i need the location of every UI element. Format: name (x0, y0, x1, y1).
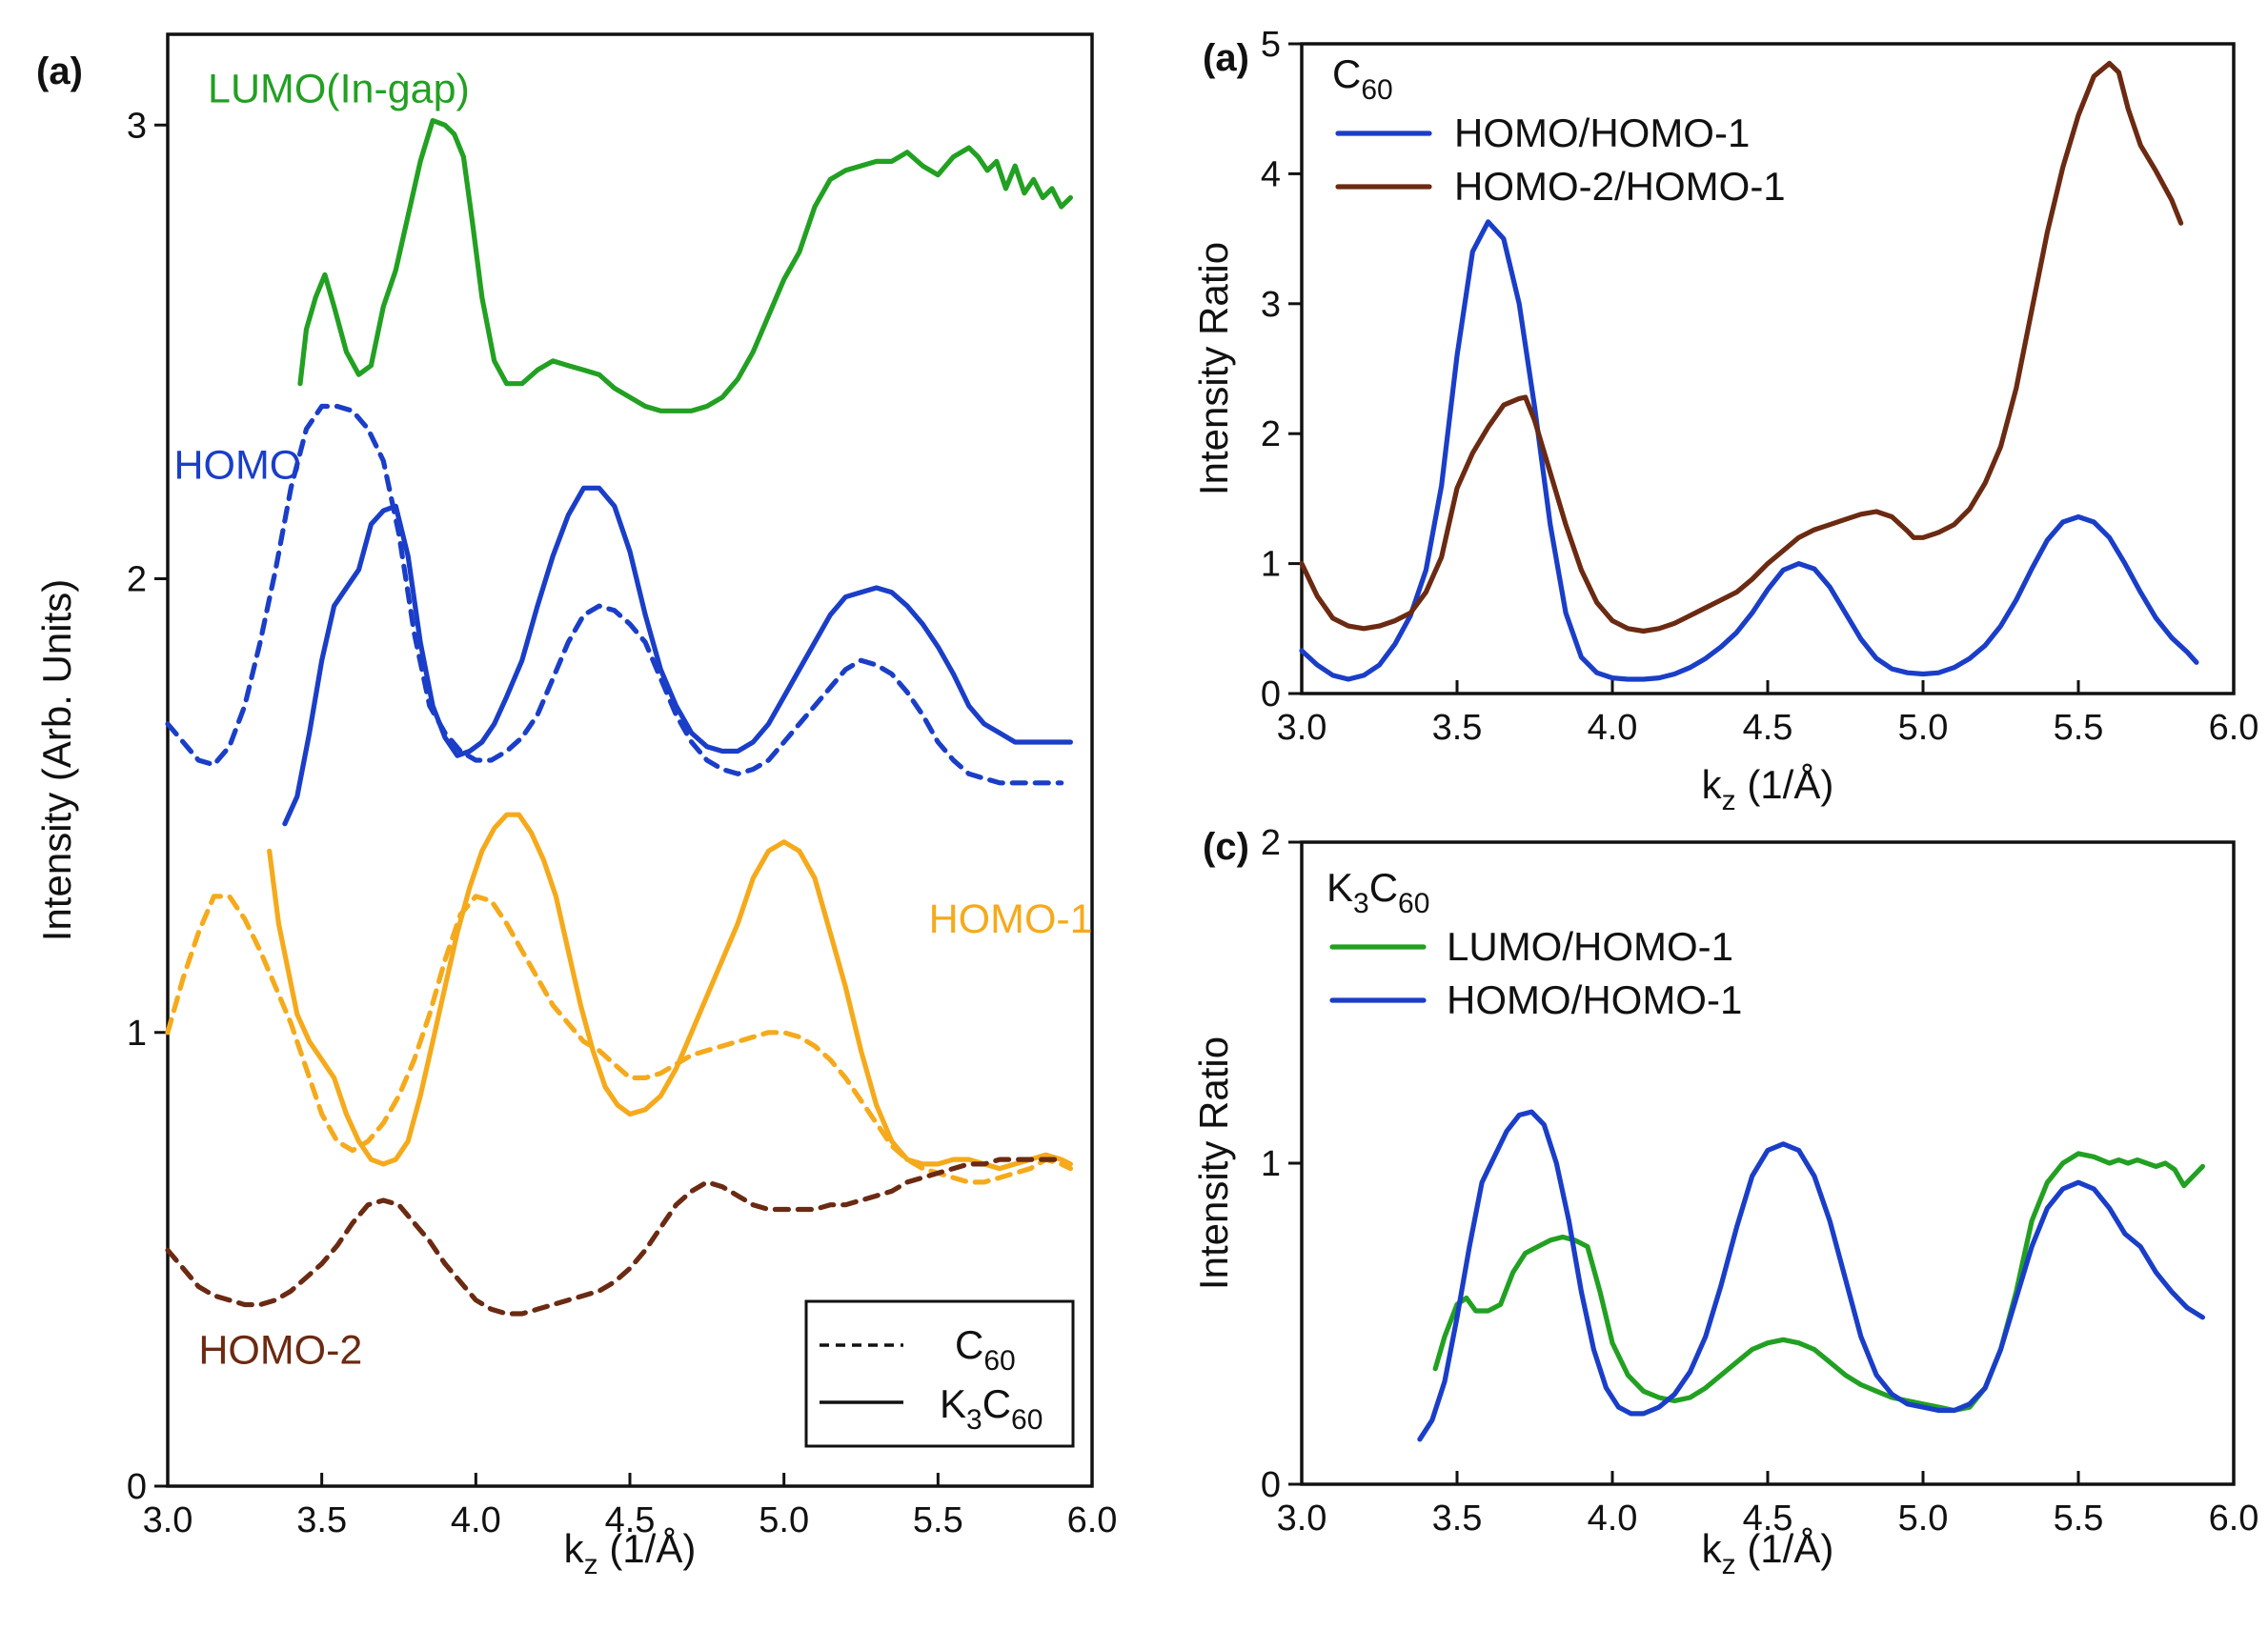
curve-label-homo-2: HOMO-2 (198, 1327, 362, 1373)
y-tick-label: 5 (1261, 25, 1281, 65)
y-tick-label: 2 (127, 560, 147, 600)
panel-bottom-right-material-label: K3C60 (1326, 865, 1429, 919)
panel-top-right-letter: (a) (1203, 37, 1249, 79)
panel-top-right-y-axis-title: Intensity Ratio (1191, 242, 1236, 495)
y-tick-label: 2 (1261, 823, 1281, 863)
panel-left-intensity: (a) Intensity (Arb. Units) kz (1/Å) 3.0 3… (34, 32, 1118, 1580)
panel-left-x-axis-title: kz (1/Å) (564, 1526, 697, 1580)
panel-top-right-material-label: C60 (1332, 51, 1393, 106)
y-tick-label: 1 (1261, 545, 1281, 585)
x-tick-label: 4.5 (1743, 708, 1793, 748)
x-tick-label: 5.5 (2054, 1499, 2104, 1539)
legend-label-homo2-homo1: HOMO-2/HOMO-1 (1454, 164, 1786, 209)
panel-bottom-right-x-axis-title: kz (1/Å) (1702, 1526, 1834, 1580)
panel-bottom-right-letter: (c) (1203, 826, 1249, 868)
x-tick-label: 5.0 (759, 1500, 809, 1540)
series-line-homo-homo-1 (1417, 1109, 2205, 1442)
x-tick-label: 5.0 (1898, 1499, 1949, 1539)
panel-bottom-right-legend: LUMO/HOMO-1 HOMO/HOMO-1 (1329, 924, 1742, 1022)
series-line-homo-2-homo-1 (1299, 60, 2184, 634)
x-tick-label: 4.0 (1588, 1499, 1638, 1539)
x-tick-label: 3.5 (296, 1500, 347, 1540)
y-tick-label: 2 (1261, 414, 1281, 454)
series-line-lumo-homo-1 (1432, 1151, 2205, 1414)
x-tick-label: 3.0 (143, 1500, 193, 1540)
legend-entry-k3c60: K3C60 (940, 1381, 1043, 1436)
panel-left-legend-box (804, 1299, 1075, 1448)
series-line-homo-1-k3c60 (267, 812, 1074, 1172)
panel-top-right-frame (1300, 42, 2236, 695)
x-tick-label: 3.0 (1277, 708, 1327, 748)
panel-bottom-right-ticks: 3.0 3.5 4.0 4.5 5.0 5.5 6.0 0 1 2 (1261, 823, 2259, 1539)
panel-top-right-ticks: 3.0 3.5 4.0 4.5 5.0 5.5 6.0 0 1 2 3 4 5 (1261, 25, 2259, 748)
panel-bottom-right-y-axis-title: Intensity Ratio (1191, 1036, 1236, 1290)
x-tick-label: 5.5 (2054, 708, 2104, 748)
x-tick-label: 4.0 (451, 1500, 501, 1540)
panel-left-series (165, 117, 1074, 1317)
panel-bottom-right-series (1417, 1109, 2205, 1442)
x-tick-label: 6.0 (1067, 1500, 1118, 1540)
x-tick-label: 4.5 (1743, 1499, 1793, 1539)
y-tick-label: 4 (1261, 154, 1281, 194)
series-line-homo-k3c60 (282, 485, 1074, 827)
panel-left-curve-labels: LUMO(In-gap) HOMO HOMO-1 HOMO-2 (173, 66, 1092, 1373)
curve-label-lumo-in-gap: LUMO(In-gap) (208, 66, 470, 111)
series-line-homo-2-c60 (165, 1157, 1064, 1317)
x-tick-label: 5.0 (1898, 708, 1949, 748)
legend-label-homo-homo1-k3: HOMO/HOMO-1 (1447, 977, 1742, 1022)
y-tick-label: 0 (1261, 674, 1281, 714)
x-tick-label: 3.5 (1432, 708, 1483, 748)
x-tick-label: 6.0 (2209, 1499, 2259, 1539)
curve-label-homo: HOMO (173, 443, 301, 489)
panel-left-legend: C60 K3C60 (804, 1299, 1075, 1448)
series-line-homo-homo-1 (1299, 219, 2199, 682)
legend-label-lumo-homo1: LUMO/HOMO-1 (1447, 924, 1733, 969)
panel-top-right-legend: HOMO/HOMO-1 HOMO-2/HOMO-1 (1335, 111, 1786, 209)
panel-left-ticks: 3.0 3.5 4.0 4.5 5.0 5.5 6.0 0 1 2 3 (127, 106, 1118, 1540)
x-tick-label: 5.5 (913, 1500, 963, 1540)
x-tick-label: 3.5 (1432, 1499, 1483, 1539)
panel-top-right-ratio-c60: (a) C60 Intensity Ratio kz (1/Å) 3.0 3.5 4… (1191, 25, 2258, 816)
y-tick-label: 0 (127, 1467, 147, 1507)
legend-label-homo-homo1: HOMO/HOMO-1 (1454, 111, 1750, 155)
curve-label-homo-1: HOMO-1 (929, 896, 1093, 942)
panel-top-right-series (1299, 60, 2199, 682)
y-tick-label: 3 (127, 106, 147, 146)
x-tick-label: 6.0 (2209, 708, 2259, 748)
x-tick-label: 4.0 (1588, 708, 1638, 748)
x-tick-label: 3.0 (1277, 1499, 1327, 1539)
series-line-lumo-k3c60 (297, 117, 1074, 413)
panel-bottom-right-ratio-k3c60: (c) K3C60 Intensity Ratio kz (1/Å) 3.0 3.… (1191, 823, 2258, 1580)
panel-left-letter: (a) (36, 50, 83, 92)
y-tick-label: 0 (1261, 1465, 1281, 1505)
x-tick-label: 4.5 (605, 1500, 656, 1540)
y-tick-label: 3 (1261, 285, 1281, 325)
y-tick-label: 1 (127, 1014, 147, 1054)
y-tick-label: 1 (1261, 1144, 1281, 1184)
legend-entry-c60: C60 (955, 1322, 1016, 1377)
panel-top-right-x-axis-title: kz (1/Å) (1702, 762, 1834, 816)
series-line-homo-c60 (165, 403, 1064, 786)
panel-left-y-axis-title: Intensity (Arb. Units) (34, 579, 79, 941)
series-line-homo-1-c60 (165, 894, 1074, 1185)
